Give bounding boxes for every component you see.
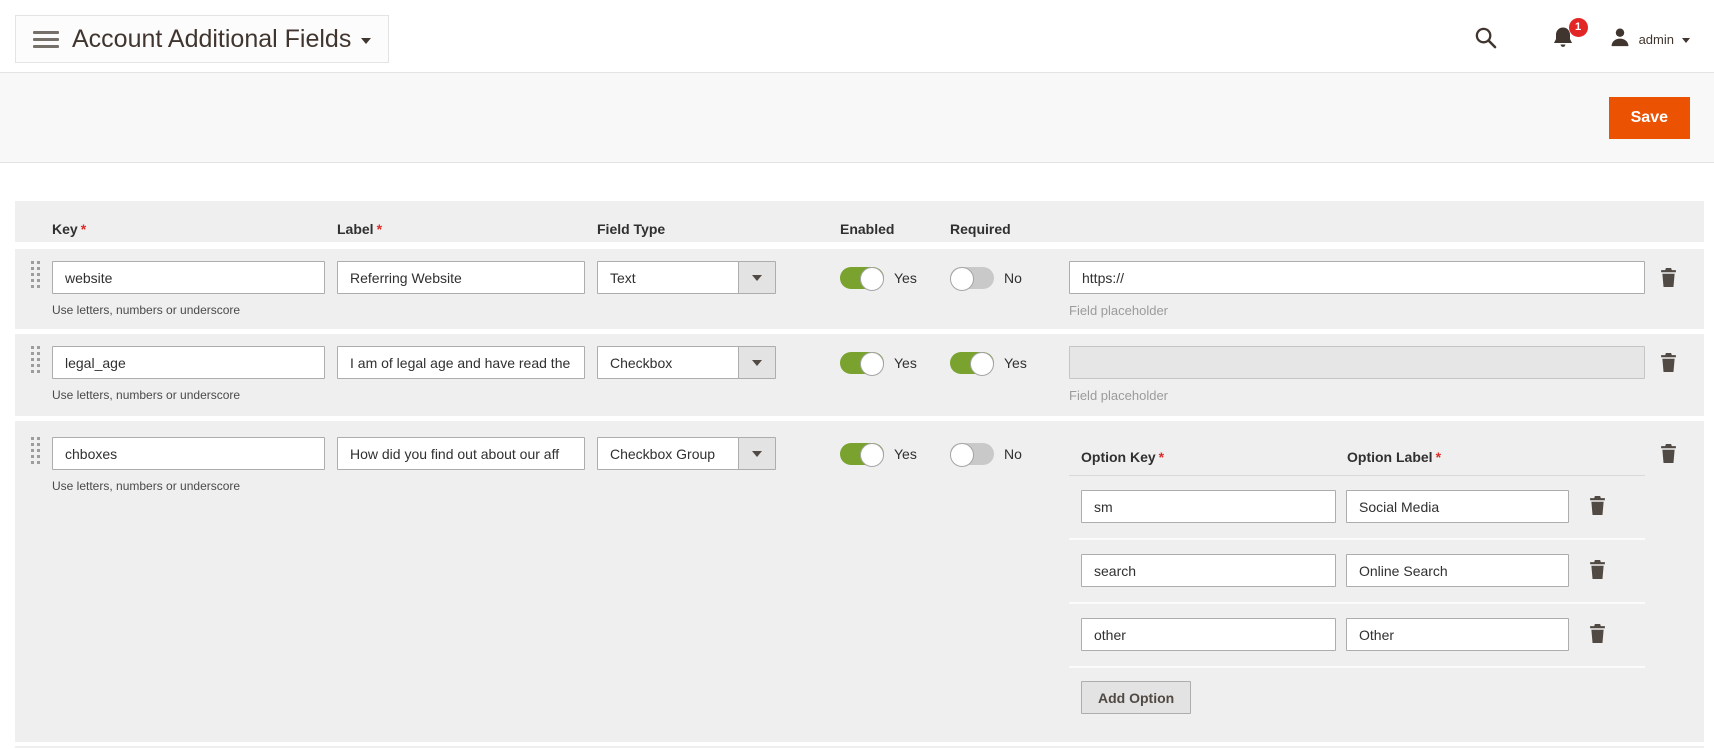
delete-option-button[interactable] bbox=[1589, 495, 1606, 518]
trash-icon bbox=[1660, 444, 1677, 466]
option-label-input[interactable] bbox=[1346, 554, 1569, 587]
select-caret-icon[interactable] bbox=[738, 438, 775, 469]
options-header-row: Option Key * Option Label * bbox=[1069, 437, 1645, 476]
menu-icon bbox=[33, 30, 59, 48]
add-option-button[interactable]: Add Option bbox=[1081, 681, 1192, 714]
notification-count-badge: 1 bbox=[1568, 18, 1588, 37]
fields-grid: Key * Label * Field Type Enabled Required … bbox=[15, 201, 1704, 742]
required-toggle[interactable] bbox=[950, 442, 994, 467]
delete-row-button[interactable] bbox=[1660, 444, 1677, 466]
option-key-input[interactable] bbox=[1081, 618, 1336, 651]
required-toggle-label: No bbox=[1004, 269, 1022, 286]
required-toggle-label: No bbox=[1004, 445, 1022, 462]
field-type-select[interactable]: Text bbox=[597, 261, 776, 294]
enabled-toggle[interactable] bbox=[840, 266, 884, 291]
enabled-toggle[interactable] bbox=[840, 442, 884, 467]
key-input[interactable] bbox=[52, 261, 325, 294]
trash-icon bbox=[1589, 559, 1606, 582]
field-type-select[interactable]: Checkbox bbox=[597, 346, 776, 379]
admin-user-menu[interactable]: admin bbox=[1609, 26, 1690, 53]
field-row-chboxes: Use letters, numbers or underscore Check… bbox=[15, 421, 1704, 742]
field-placeholder-input[interactable] bbox=[1069, 261, 1645, 294]
user-icon bbox=[1609, 26, 1631, 53]
field-placeholder-input bbox=[1069, 346, 1645, 379]
trash-icon bbox=[1589, 623, 1606, 646]
trash-icon bbox=[1660, 268, 1677, 290]
key-hint: Use letters, numbers or underscore bbox=[52, 303, 241, 317]
trash-icon bbox=[1660, 353, 1677, 375]
column-header-field-type: Field Type bbox=[597, 221, 666, 237]
option-row-other bbox=[1069, 604, 1645, 668]
required-toggle[interactable] bbox=[950, 266, 994, 291]
option-key-input[interactable] bbox=[1081, 490, 1336, 523]
required-toggle[interactable] bbox=[950, 351, 994, 376]
admin-user-label: admin bbox=[1638, 31, 1674, 47]
option-row-sm bbox=[1069, 476, 1645, 540]
required-toggle-label: Yes bbox=[1004, 354, 1027, 371]
notifications-button[interactable]: 1 bbox=[1551, 18, 1588, 53]
search-button[interactable] bbox=[1474, 26, 1497, 52]
delete-row-button[interactable] bbox=[1660, 268, 1677, 290]
label-input[interactable] bbox=[337, 437, 585, 470]
option-row-search bbox=[1069, 540, 1645, 604]
field-placeholder-hint: Field placeholder bbox=[1069, 388, 1169, 403]
top-bar-actions: 1 admin bbox=[1474, 18, 1690, 53]
top-bar: Account Additional Fields 1 admin bbox=[0, 0, 1714, 72]
key-hint: Use letters, numbers or underscore bbox=[52, 479, 241, 493]
search-icon bbox=[1474, 26, 1497, 52]
label-input[interactable] bbox=[337, 346, 585, 379]
key-input[interactable] bbox=[52, 346, 325, 379]
key-input[interactable] bbox=[52, 437, 325, 470]
option-label-input[interactable] bbox=[1346, 490, 1569, 523]
options-panel: Option Key * Option Label * bbox=[1069, 437, 1645, 714]
next-section-edge bbox=[15, 746, 1704, 748]
column-header-key: Key * bbox=[52, 221, 87, 237]
option-key-input[interactable] bbox=[1081, 554, 1336, 587]
delete-row-button[interactable] bbox=[1660, 353, 1677, 375]
select-caret-icon[interactable] bbox=[738, 347, 775, 378]
field-placeholder-hint: Field placeholder bbox=[1069, 303, 1169, 318]
page-title-dropdown[interactable]: Account Additional Fields bbox=[15, 15, 390, 63]
delete-option-button[interactable] bbox=[1589, 623, 1606, 646]
enabled-toggle-label: Yes bbox=[894, 354, 917, 371]
column-header-label: Label * bbox=[337, 221, 383, 237]
admin-caret-icon bbox=[1682, 37, 1690, 43]
option-label-input[interactable] bbox=[1346, 618, 1569, 651]
page-actions-bar: Save bbox=[0, 72, 1714, 163]
key-hint: Use letters, numbers or underscore bbox=[52, 388, 241, 402]
column-header-required: Required bbox=[950, 221, 1011, 237]
select-caret-icon[interactable] bbox=[738, 262, 775, 293]
save-button[interactable]: Save bbox=[1608, 96, 1690, 139]
page-title: Account Additional Fields bbox=[72, 24, 352, 53]
grid-header-row: Key * Label * Field Type Enabled Required bbox=[15, 201, 1704, 242]
trash-icon bbox=[1589, 495, 1606, 518]
column-header-enabled: Enabled bbox=[840, 221, 895, 237]
enabled-toggle-label: Yes bbox=[894, 445, 917, 462]
field-row-legal-age: Use letters, numbers or underscore Check… bbox=[15, 334, 1704, 416]
option-label-header: Option Label * bbox=[1347, 449, 1442, 465]
delete-option-button[interactable] bbox=[1589, 559, 1606, 582]
title-caret-icon bbox=[361, 37, 372, 44]
bell-icon bbox=[1551, 25, 1575, 53]
enabled-toggle[interactable] bbox=[840, 351, 884, 376]
enabled-toggle-label: Yes bbox=[894, 269, 917, 286]
label-input[interactable] bbox=[337, 261, 585, 294]
field-row-website: Use letters, numbers or underscore Text … bbox=[15, 249, 1704, 329]
option-key-header: Option Key * bbox=[1081, 449, 1165, 465]
field-type-select[interactable]: Checkbox Group bbox=[597, 437, 776, 470]
